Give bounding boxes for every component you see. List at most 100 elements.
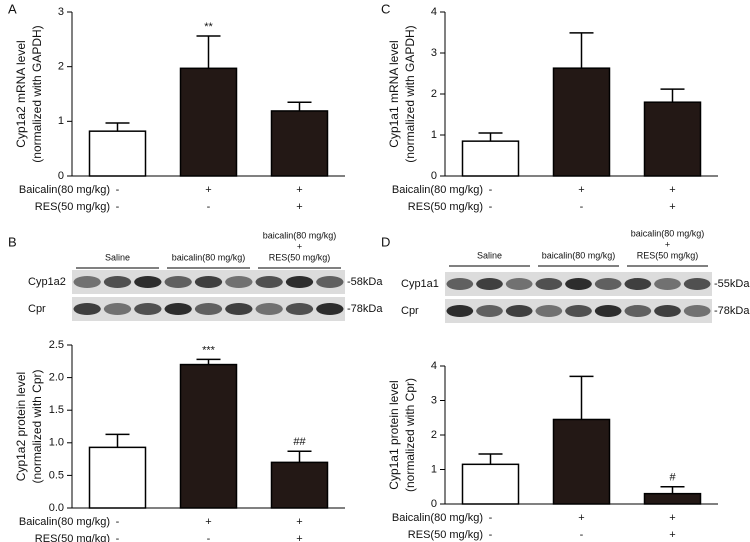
blot-band	[103, 276, 132, 288]
blot-band	[654, 305, 681, 317]
size-label: -78kDa	[347, 303, 383, 315]
condition-mark: +	[296, 533, 302, 542]
bar-annotation: ***	[202, 344, 216, 356]
condition-mark: +	[578, 184, 584, 196]
group-label: baicalin(80 mg/kg)	[263, 230, 337, 240]
y-axis-label: Cyp1a2 mRNA level	[14, 40, 28, 147]
condition-mark: +	[669, 529, 675, 541]
y-tick-label: 0.0	[49, 502, 64, 514]
condition-mark: -	[489, 529, 493, 541]
blot-band	[255, 276, 283, 288]
group-label: Saline	[477, 250, 502, 260]
y-tick-label: 0.5	[49, 469, 64, 481]
condition-mark: -	[116, 533, 120, 542]
blot-band	[683, 305, 711, 317]
condition-mark: +	[296, 201, 302, 213]
condition-label: Baicalin(80 mg/kg)	[392, 184, 483, 196]
condition-mark: -	[207, 201, 211, 213]
y-tick-label: 0	[431, 498, 437, 510]
blot-band	[594, 278, 622, 290]
blot-band	[683, 278, 711, 290]
condition-mark: -	[116, 516, 120, 528]
y-tick-label: 2.0	[49, 372, 64, 384]
blot-band	[316, 276, 344, 288]
group-label: +	[297, 241, 302, 251]
blot-band	[194, 303, 223, 315]
panel-label: D	[381, 234, 390, 249]
condition-mark: -	[489, 512, 493, 524]
y-tick-label: 1	[431, 463, 437, 475]
panel-label: A	[8, 1, 17, 16]
bar-annotation: **	[204, 21, 213, 33]
condition-mark: +	[669, 201, 675, 213]
protein-label: Cyp1a1	[401, 278, 439, 290]
protein-label: Cyp1a2	[28, 276, 66, 288]
condition-label: Baicalin(80 mg/kg)	[19, 516, 110, 528]
y-axis-label: (normalized with Cpr)	[30, 369, 44, 483]
blot-band	[446, 278, 474, 290]
size-label: -78kDa	[714, 305, 750, 317]
y-tick-label: 2	[431, 429, 437, 441]
y-tick-label: 2	[431, 88, 437, 100]
condition-mark: +	[205, 184, 211, 196]
blot-band	[535, 278, 563, 290]
blot-band	[624, 305, 652, 317]
blot-band	[505, 278, 533, 290]
group-label: RES(50 mg/kg)	[637, 250, 699, 260]
condition-mark: -	[116, 201, 120, 213]
size-label: -55kDa	[714, 278, 750, 290]
blot-band	[535, 305, 563, 317]
blot-band	[654, 278, 681, 290]
protein-label: Cpr	[28, 303, 46, 315]
panel-label: C	[381, 1, 390, 16]
blot-band	[164, 303, 192, 315]
blot-band	[476, 278, 503, 290]
group-label: Saline	[105, 252, 130, 262]
protein-label: Cpr	[401, 305, 419, 317]
y-tick-label: 3	[58, 6, 64, 18]
blot-band	[73, 303, 101, 315]
y-tick-label: 4	[431, 360, 437, 372]
bar	[88, 130, 147, 177]
condition-mark: -	[207, 533, 211, 542]
condition-label: Baicalin(80 mg/kg)	[392, 512, 483, 524]
blot-band	[476, 305, 503, 317]
bar-annotation: ##	[293, 436, 306, 448]
blot-band	[103, 303, 132, 315]
y-tick-label: 0	[431, 170, 437, 182]
bar	[643, 492, 702, 505]
blot-band	[594, 305, 622, 317]
blot-band	[285, 276, 314, 288]
condition-label: Baicalin(80 mg/kg)	[19, 184, 110, 196]
condition-label: RES(50 mg/kg)	[408, 201, 483, 213]
y-axis-label: (normalized with GAPDH)	[403, 25, 417, 162]
blot-band	[134, 276, 162, 288]
condition-mark: -	[116, 184, 120, 196]
blot-band	[505, 305, 533, 317]
condition-label: RES(50 mg/kg)	[35, 201, 110, 213]
y-tick-label: 3	[431, 47, 437, 59]
bar	[552, 418, 611, 505]
y-axis-label: (normalized with Cpr)	[403, 378, 417, 492]
bar	[88, 446, 147, 509]
size-label: -58kDa	[347, 276, 383, 288]
group-label: RES(50 mg/kg)	[269, 252, 331, 262]
group-label: +	[665, 239, 670, 249]
y-tick-label: 1	[431, 129, 437, 141]
bar	[643, 101, 702, 177]
bar	[179, 363, 238, 509]
y-tick-label: 0	[58, 170, 64, 182]
bar	[461, 463, 520, 505]
blot-band	[565, 305, 592, 317]
bar	[552, 67, 611, 177]
y-tick-label: 3	[431, 394, 437, 406]
blot-band	[565, 278, 592, 290]
blot-band	[624, 278, 652, 290]
y-axis-label: Cyp1a2 protein level	[14, 372, 28, 481]
blot-band	[446, 305, 474, 317]
y-axis-label: (normalized with GAPDH)	[30, 25, 44, 162]
group-label: baicalin(80 mg/kg)	[631, 228, 705, 238]
blot-band	[194, 276, 223, 288]
condition-mark: +	[669, 512, 675, 524]
